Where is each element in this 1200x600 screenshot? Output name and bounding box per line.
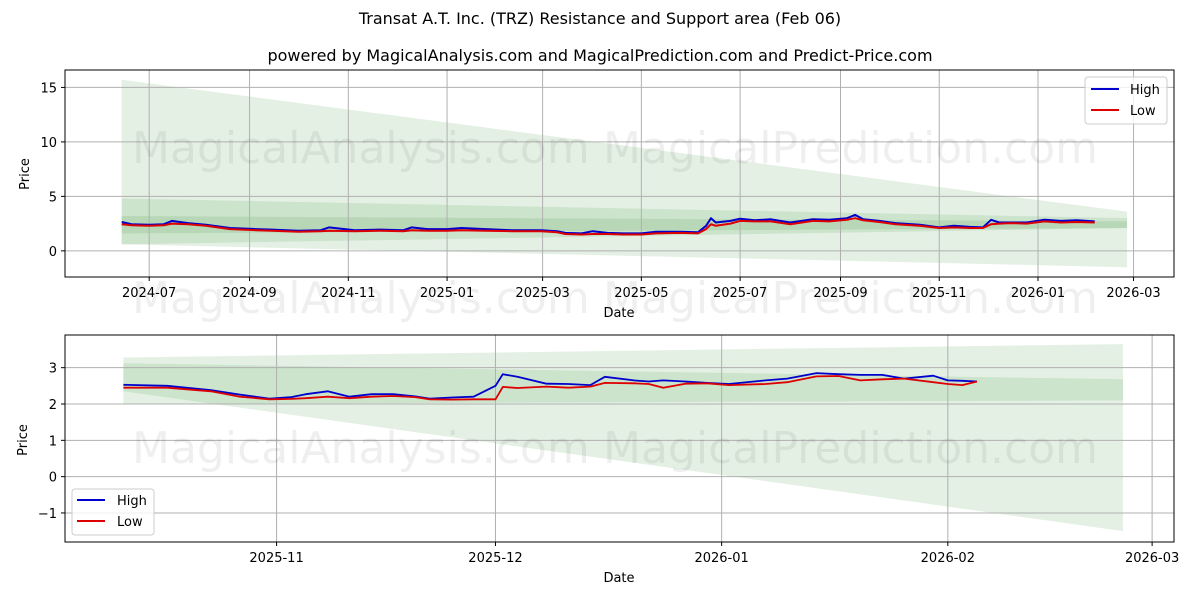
bottom-x-axis: 2025-11 2025-12 2026-01 2026-02 2026-03 bbox=[249, 542, 1179, 566]
top-x-axis: 2024-07 2024-09 2024-11 2025-01 2025-03 2025-… bbox=[122, 277, 1161, 301]
top-x-axis-label: Date bbox=[603, 306, 634, 321]
outer-area-band bbox=[123, 344, 1123, 532]
y-tick-label: 0 bbox=[49, 471, 57, 486]
y-tick-label: 3 bbox=[49, 362, 57, 377]
bottom-axes-frame bbox=[64, 334, 1175, 543]
watermark-analysis: MagicalAnalysis.com bbox=[132, 123, 590, 174]
watermark-prediction: MagicalPrediction.com bbox=[603, 123, 1098, 174]
watermark-analysis-3: MagicalAnalysis.com bbox=[132, 273, 590, 324]
x-tick-label: 2026-01 bbox=[694, 551, 748, 566]
x-tick-label: 2024-09 bbox=[222, 286, 276, 301]
legend-low-label-2: Low bbox=[117, 515, 143, 530]
y-tick-label: 10 bbox=[40, 136, 57, 151]
y-tick-label: −1 bbox=[38, 507, 57, 522]
top-y-axis-label: Price bbox=[18, 158, 33, 190]
x-tick-label: 2024-07 bbox=[122, 286, 176, 301]
x-tick-label: 2025-12 bbox=[468, 551, 522, 566]
top-price-lines bbox=[121, 213, 1095, 236]
high-price-line bbox=[123, 372, 978, 400]
y-tick-label: 1 bbox=[49, 434, 57, 449]
bottom-y-axis-label: Price bbox=[16, 424, 31, 456]
x-tick-label: 2025-01 bbox=[420, 286, 474, 301]
y-tick-label: 0 bbox=[49, 245, 57, 260]
x-tick-label: 2025-07 bbox=[713, 286, 767, 301]
legend-low-label: Low bbox=[1130, 104, 1156, 119]
x-tick-label: 2026-01 bbox=[1011, 286, 1065, 301]
x-tick-label: 2025-03 bbox=[515, 286, 569, 301]
y-tick-label: 2 bbox=[49, 398, 57, 413]
bottom-legend: High Low bbox=[71, 488, 155, 536]
high-price-line bbox=[121, 213, 1095, 235]
bottom-price-chart: MagicalAnalysis.com MagicalPrediction.co… bbox=[16, 273, 1179, 586]
watermark-prediction-3: MagicalPrediction.com bbox=[603, 273, 1098, 324]
bottom-grid bbox=[65, 335, 1174, 542]
low-price-line bbox=[121, 217, 1095, 236]
watermark-prediction-2: MagicalPrediction.com bbox=[603, 423, 1098, 474]
low-price-line bbox=[123, 375, 978, 401]
y-tick-label: 5 bbox=[49, 190, 57, 205]
x-tick-label: 2024-11 bbox=[321, 286, 375, 301]
y-tick-label: 15 bbox=[40, 81, 57, 96]
watermark-analysis-2: MagicalAnalysis.com bbox=[132, 423, 590, 474]
x-tick-label: 2025-11 bbox=[249, 551, 303, 566]
x-tick-label: 2025-11 bbox=[912, 286, 966, 301]
bottom-price-lines bbox=[123, 372, 978, 401]
chart-title: Transat A.T. Inc. (TRZ) Resistance and S… bbox=[358, 9, 842, 28]
legend-high-label-2: High bbox=[117, 494, 147, 509]
top-y-axis: 0 5 10 15 bbox=[40, 81, 65, 260]
chart-subtitle: powered by MagicalAnalysis.com and Magic… bbox=[267, 46, 933, 65]
bottom-y-axis: −1 0 1 2 3 bbox=[38, 362, 65, 522]
x-tick-label: 2025-09 bbox=[813, 286, 867, 301]
bottom-x-axis-label: Date bbox=[603, 571, 634, 586]
x-tick-label: 2026-02 bbox=[921, 551, 975, 566]
top-axes-frame bbox=[64, 69, 1175, 278]
x-tick-label: 2025-05 bbox=[614, 286, 668, 301]
top-legend: High Low bbox=[1084, 76, 1168, 125]
legend-high-label: High bbox=[1130, 83, 1160, 98]
x-tick-label: 2026-03 bbox=[1125, 551, 1179, 566]
inner-area-band bbox=[121, 198, 1128, 245]
x-tick-label: 2026-03 bbox=[1106, 286, 1160, 301]
bottom-plot-area bbox=[65, 335, 1174, 542]
top-price-chart: MagicalAnalysis.com MagicalPrediction.co… bbox=[18, 69, 1175, 321]
